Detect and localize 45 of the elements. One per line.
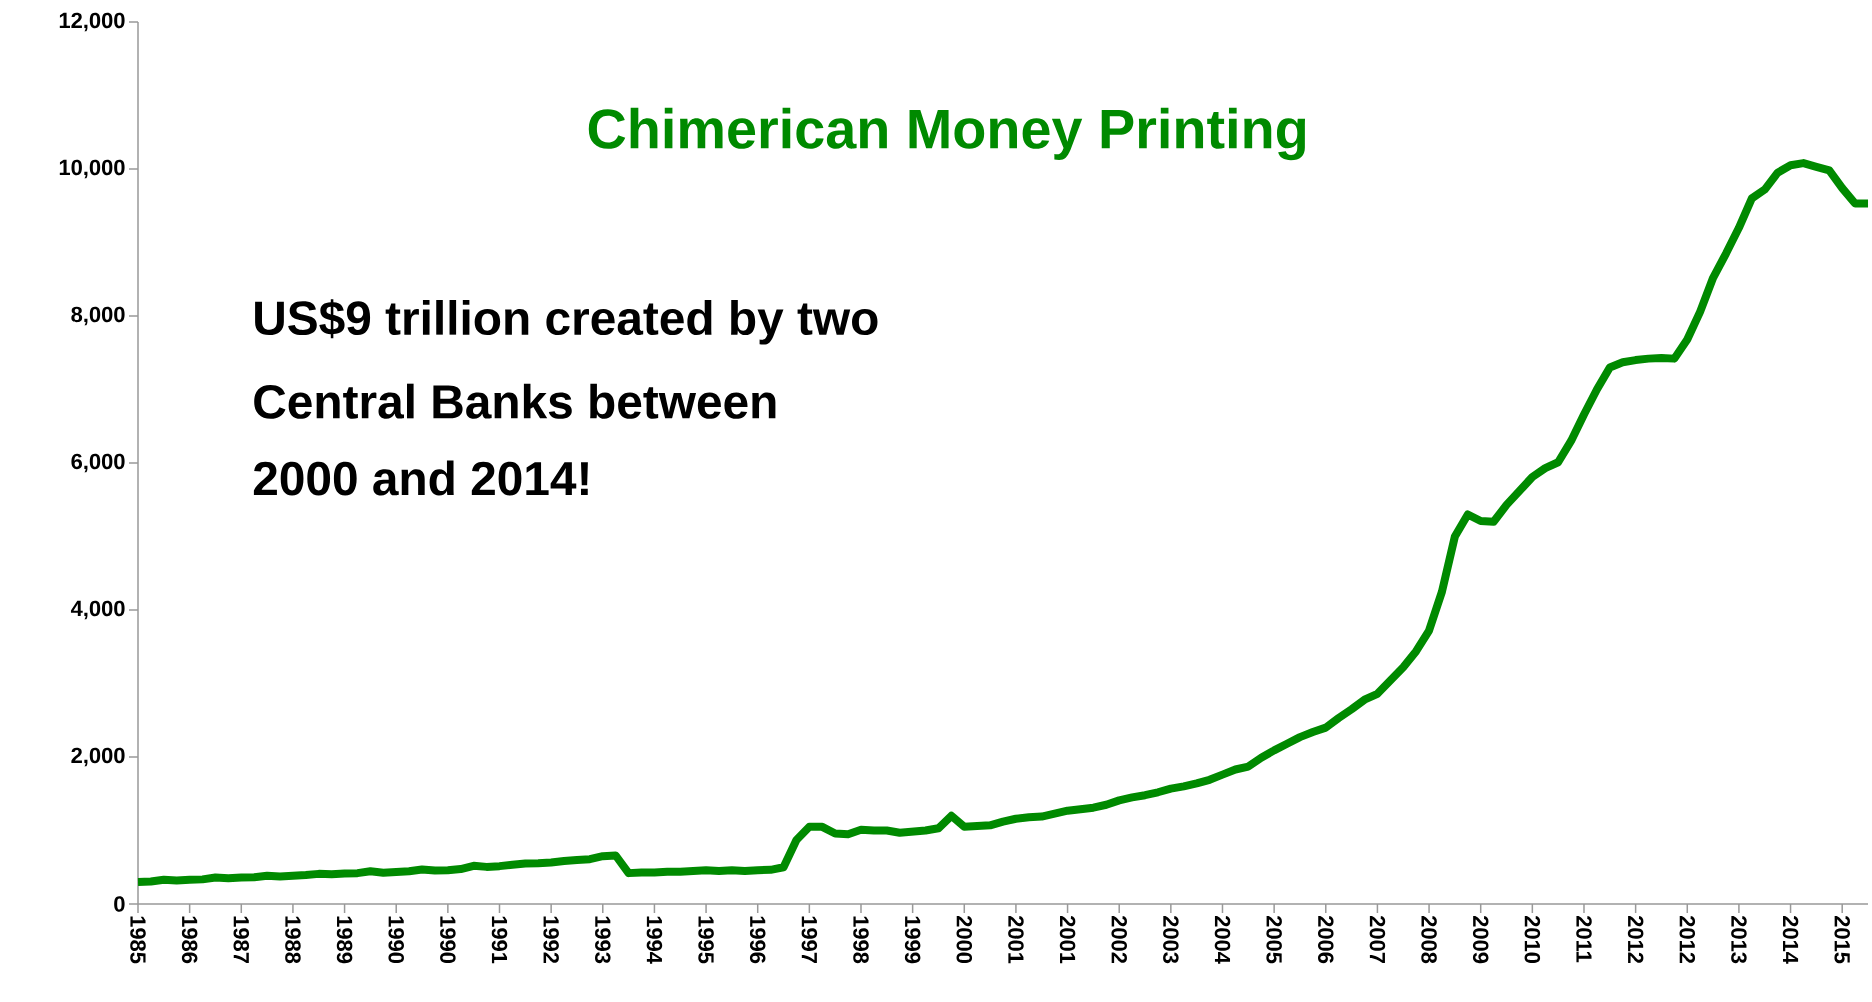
x-tick-label: 1989: [336, 916, 353, 964]
x-tick-label: 2011: [1576, 915, 1592, 963]
text: Chimerican Money Printing: [588, 107, 1306, 161]
y-tick-label: 10,000: [59, 159, 125, 179]
x-tick-label: 1990: [440, 916, 456, 964]
x-tick-label: 2004: [1214, 915, 1231, 964]
x-tick-label: 1991: [491, 916, 508, 964]
x-tick-label: 1987: [233, 916, 250, 963]
y-tick-label: 4,000: [70, 600, 125, 620]
x-tick-label: 1992: [543, 916, 559, 964]
x-tick-label: 1988: [285, 916, 301, 964]
x-tick-label: 1986: [181, 916, 198, 964]
annotation: Central Banks between: [254, 383, 776, 419]
x-tick-label: 1994: [646, 916, 663, 964]
annotation: 2000 and 2014!: [253, 460, 588, 496]
x-tick-label: 2007: [1369, 915, 1386, 963]
x-tick-label: 2012: [1627, 915, 1644, 964]
x-tick-label: 1997: [801, 916, 818, 963]
y-tick-label: 12,000: [59, 12, 125, 32]
x-tick-label: 2013: [1731, 915, 1747, 964]
x-tick-label: 2006: [1318, 915, 1334, 964]
x-tick-label: 2002: [1111, 915, 1127, 964]
x-tick-label: 2015: [1834, 915, 1850, 964]
y-tick-label: 0: [114, 896, 125, 912]
x-tick-label: 2012: [1679, 915, 1696, 964]
x-tick-label: 1995: [698, 916, 714, 964]
y-tick-label: 6,000: [71, 453, 125, 473]
x-tick-label: 2010: [1524, 915, 1541, 964]
x-tick-label: 2001: [1008, 915, 1024, 964]
x-tick-label: 2009: [1472, 915, 1489, 964]
x-tick-label: 1990: [388, 916, 404, 964]
x-tick-label: 2014: [1782, 915, 1799, 964]
x-tick-label: 1998: [853, 916, 869, 964]
x-tick-label: 1999: [904, 916, 921, 964]
annotation: US$9 trillion created by two: [255, 299, 878, 345]
x-tick-label: 1993: [595, 916, 611, 964]
x-tick-label: 2000: [956, 915, 973, 964]
x-tick-label: 2005: [1266, 915, 1282, 964]
y-tick-label: 2,000: [71, 747, 125, 767]
x-tick-label: 1996: [749, 916, 766, 964]
x-tick-label: 2003: [1163, 915, 1179, 964]
y-tick-label: 8,000: [71, 306, 125, 326]
x-tick-label: 2008: [1421, 915, 1437, 964]
x-tick-label: 2001: [1059, 915, 1076, 964]
x-tick-label: 1985: [130, 916, 146, 964]
